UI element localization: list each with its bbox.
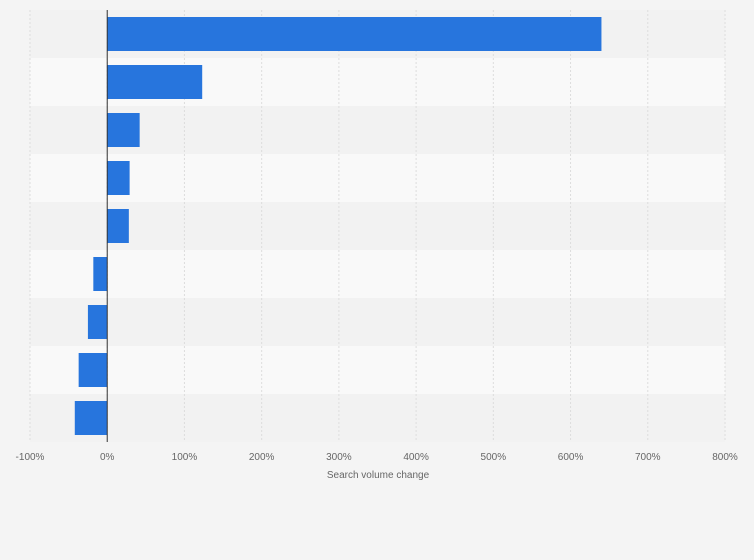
bar (107, 113, 140, 147)
x-tick-label: 500% (481, 452, 507, 463)
row-band (30, 298, 725, 346)
bar (87, 305, 108, 339)
bars (74, 17, 602, 435)
x-tick-label: 800% (712, 452, 738, 463)
row-bands (30, 10, 725, 442)
x-axis-title: Search volume change (327, 470, 430, 481)
row-band (30, 346, 725, 394)
x-tick-label: 0% (100, 452, 115, 463)
x-tick-label: 400% (403, 452, 429, 463)
bar (107, 161, 130, 195)
row-band (30, 394, 725, 442)
bar (74, 401, 108, 435)
bar (107, 209, 129, 243)
row-band (30, 106, 725, 154)
bar (107, 17, 602, 51)
row-band (30, 154, 725, 202)
bar (107, 65, 203, 99)
x-tick-label: 600% (558, 452, 584, 463)
row-band (30, 250, 725, 298)
x-tick-label: 300% (326, 452, 352, 463)
bar (78, 353, 108, 387)
row-band (30, 202, 725, 250)
x-tick-label: -100% (16, 452, 45, 463)
x-tick-label: 700% (635, 452, 661, 463)
x-tick-label: 200% (249, 452, 275, 463)
bar (93, 257, 108, 291)
x-tick-labels: -100% 0% 100% 200% 300% 400% 500% 600% 700% 800% (16, 452, 738, 463)
x-tick-label: 100% (172, 452, 198, 463)
